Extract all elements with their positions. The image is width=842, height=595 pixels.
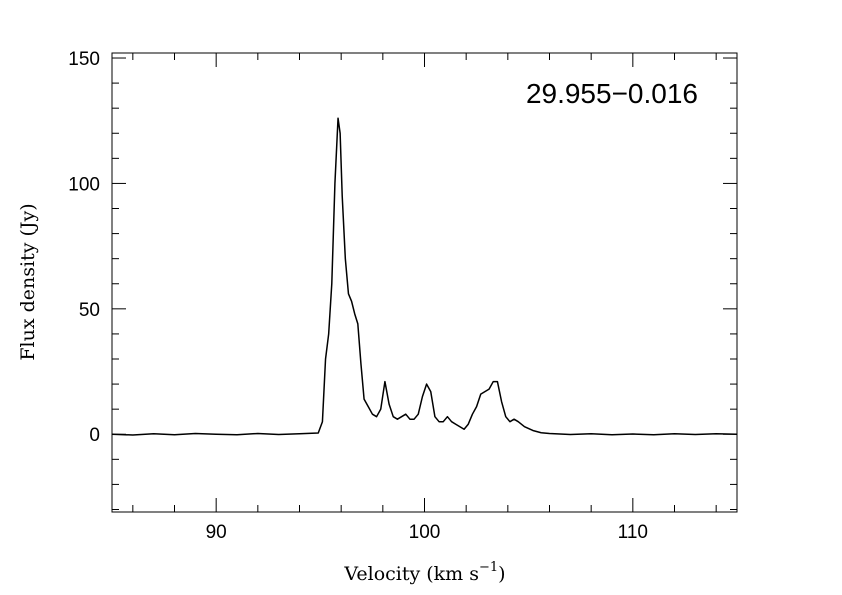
major-ticks — [112, 53, 737, 512]
x-tick-label: 100 — [409, 522, 441, 543]
x-tick-label: 90 — [206, 522, 227, 543]
y-axis-title: Flux density (Jy) — [17, 203, 39, 360]
y-tick-label: 150 — [68, 49, 100, 70]
spectrum-line — [111, 117, 738, 436]
minor-ticks — [112, 53, 737, 512]
x-tick-label: 110 — [618, 522, 648, 543]
x-axis-title: Velocity (km s−1) — [343, 560, 505, 585]
tick-labels: 90 100 110 0 50 100 150 — [68, 49, 648, 543]
plot-frame — [111, 52, 738, 513]
y-tick-label: 50 — [79, 300, 100, 321]
y-tick-label: 100 — [68, 174, 100, 195]
source-annotation: 29.955−0.016 — [526, 78, 698, 109]
y-tick-label: 0 — [89, 425, 100, 446]
